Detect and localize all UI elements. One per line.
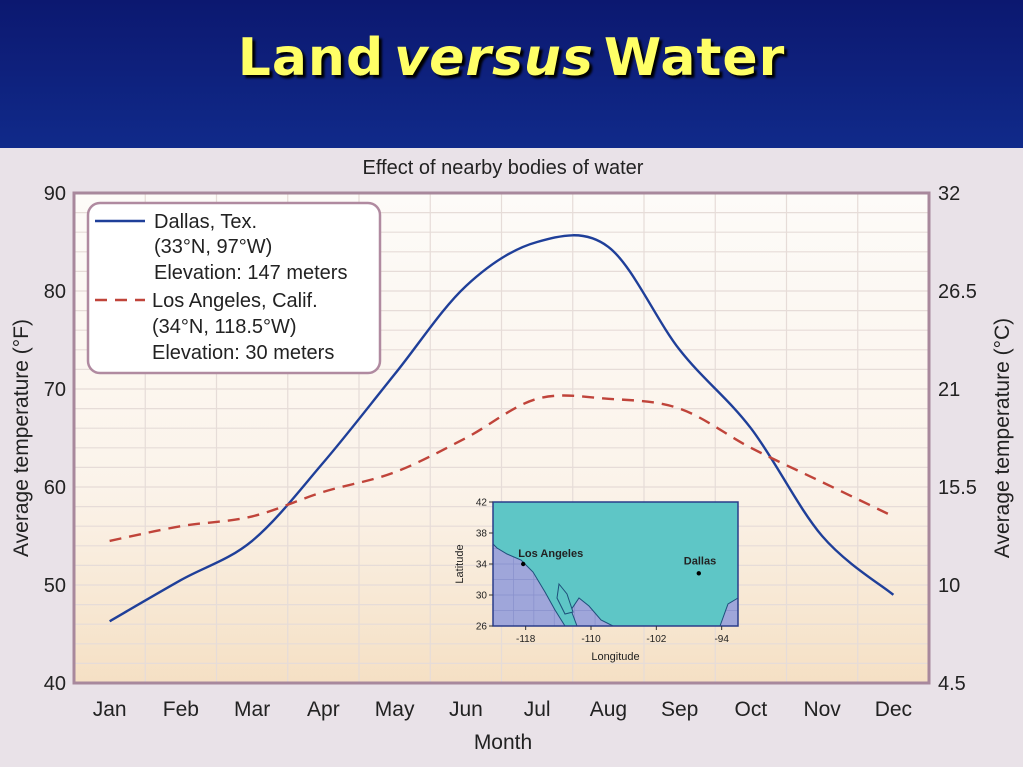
y-tick-right: 15.5 [938, 477, 977, 499]
x-axis-label: Month [474, 731, 532, 754]
slide-title: Land versus Water [0, 28, 1023, 88]
y-tick-left: 60 [44, 477, 66, 499]
x-tick-label: Jun [449, 698, 483, 721]
map-xtick-label: -118 [516, 634, 536, 645]
y-axis-label-right: Average temperature (°C) [991, 318, 1014, 558]
title-bar [0, 0, 1023, 148]
map-ytick-label: 30 [476, 591, 488, 602]
map-xtick-label: -110 [581, 634, 601, 645]
chart-title: Effect of nearby bodies of water [363, 157, 644, 179]
x-tick-label: Nov [803, 698, 841, 721]
legend-entry-los-angeles: Elevation: 30 meters [152, 342, 334, 364]
y-tick-right: 21 [938, 379, 960, 401]
y-axis-label-left: Average temperature (°F) [10, 319, 33, 557]
x-tick-label: May [375, 698, 415, 721]
y-tick-left: 80 [44, 281, 66, 303]
y-tick-left: 70 [44, 379, 66, 401]
map-ytick-label: 34 [476, 560, 488, 571]
y-tick-right: 26.5 [938, 281, 977, 303]
map-ytick-label: 26 [476, 622, 488, 633]
y-tick-left: 90 [44, 183, 66, 205]
map-ytick-label: 38 [476, 529, 488, 540]
map-ylabel: Latitude [454, 544, 466, 583]
x-tick-label: Feb [163, 698, 199, 721]
map-xtick-label: -102 [646, 634, 666, 645]
title-part1: Land [237, 28, 385, 88]
map-ytick-label: 42 [476, 498, 488, 509]
map-xlabel: Longitude [591, 651, 639, 663]
x-tick-label: Aug [590, 698, 627, 721]
series-line-los-angeles [109, 394, 894, 543]
legend-entry-dallas: Dallas, Tex. [154, 211, 257, 233]
y-tick-right: 4.5 [938, 673, 966, 695]
map-xtick-label: -94 [714, 634, 729, 645]
plot-border [72, 191, 931, 685]
map-city-dot [521, 561, 526, 567]
map-label-dallas: Dallas [684, 555, 716, 567]
title-italic: versus [394, 28, 594, 88]
y-tick-left: 50 [44, 575, 66, 597]
y-tick-right: 32 [938, 183, 960, 205]
legend-entry-dallas: Elevation: 147 meters [154, 262, 347, 284]
x-tick-label: Apr [307, 698, 340, 721]
map-land [492, 501, 739, 627]
x-tick-label: Jan [93, 698, 127, 721]
series-line-dallas [109, 234, 895, 623]
x-tick-label: Oct [735, 698, 768, 721]
x-tick-label: Jul [524, 698, 551, 721]
map-baja-peninsula [556, 582, 574, 615]
legend-box [86, 201, 382, 375]
x-tick-label: Mar [234, 698, 270, 721]
legend-entry-dallas: (33°N, 97°W) [154, 236, 272, 258]
x-tick-label: Dec [875, 698, 912, 721]
map-city-dot [696, 571, 701, 576]
map-label-los-angeles: Los Angeles [518, 548, 583, 560]
x-tick-label: Sep [661, 698, 698, 721]
title-part2: Water [603, 28, 786, 88]
y-tick-left: 40 [44, 673, 66, 695]
legend-entry-los-angeles: (34°N, 118.5°W) [152, 316, 297, 338]
y-tick-right: 10 [938, 575, 960, 597]
legend-entry-los-angeles: Los Angeles, Calif. [152, 290, 318, 312]
